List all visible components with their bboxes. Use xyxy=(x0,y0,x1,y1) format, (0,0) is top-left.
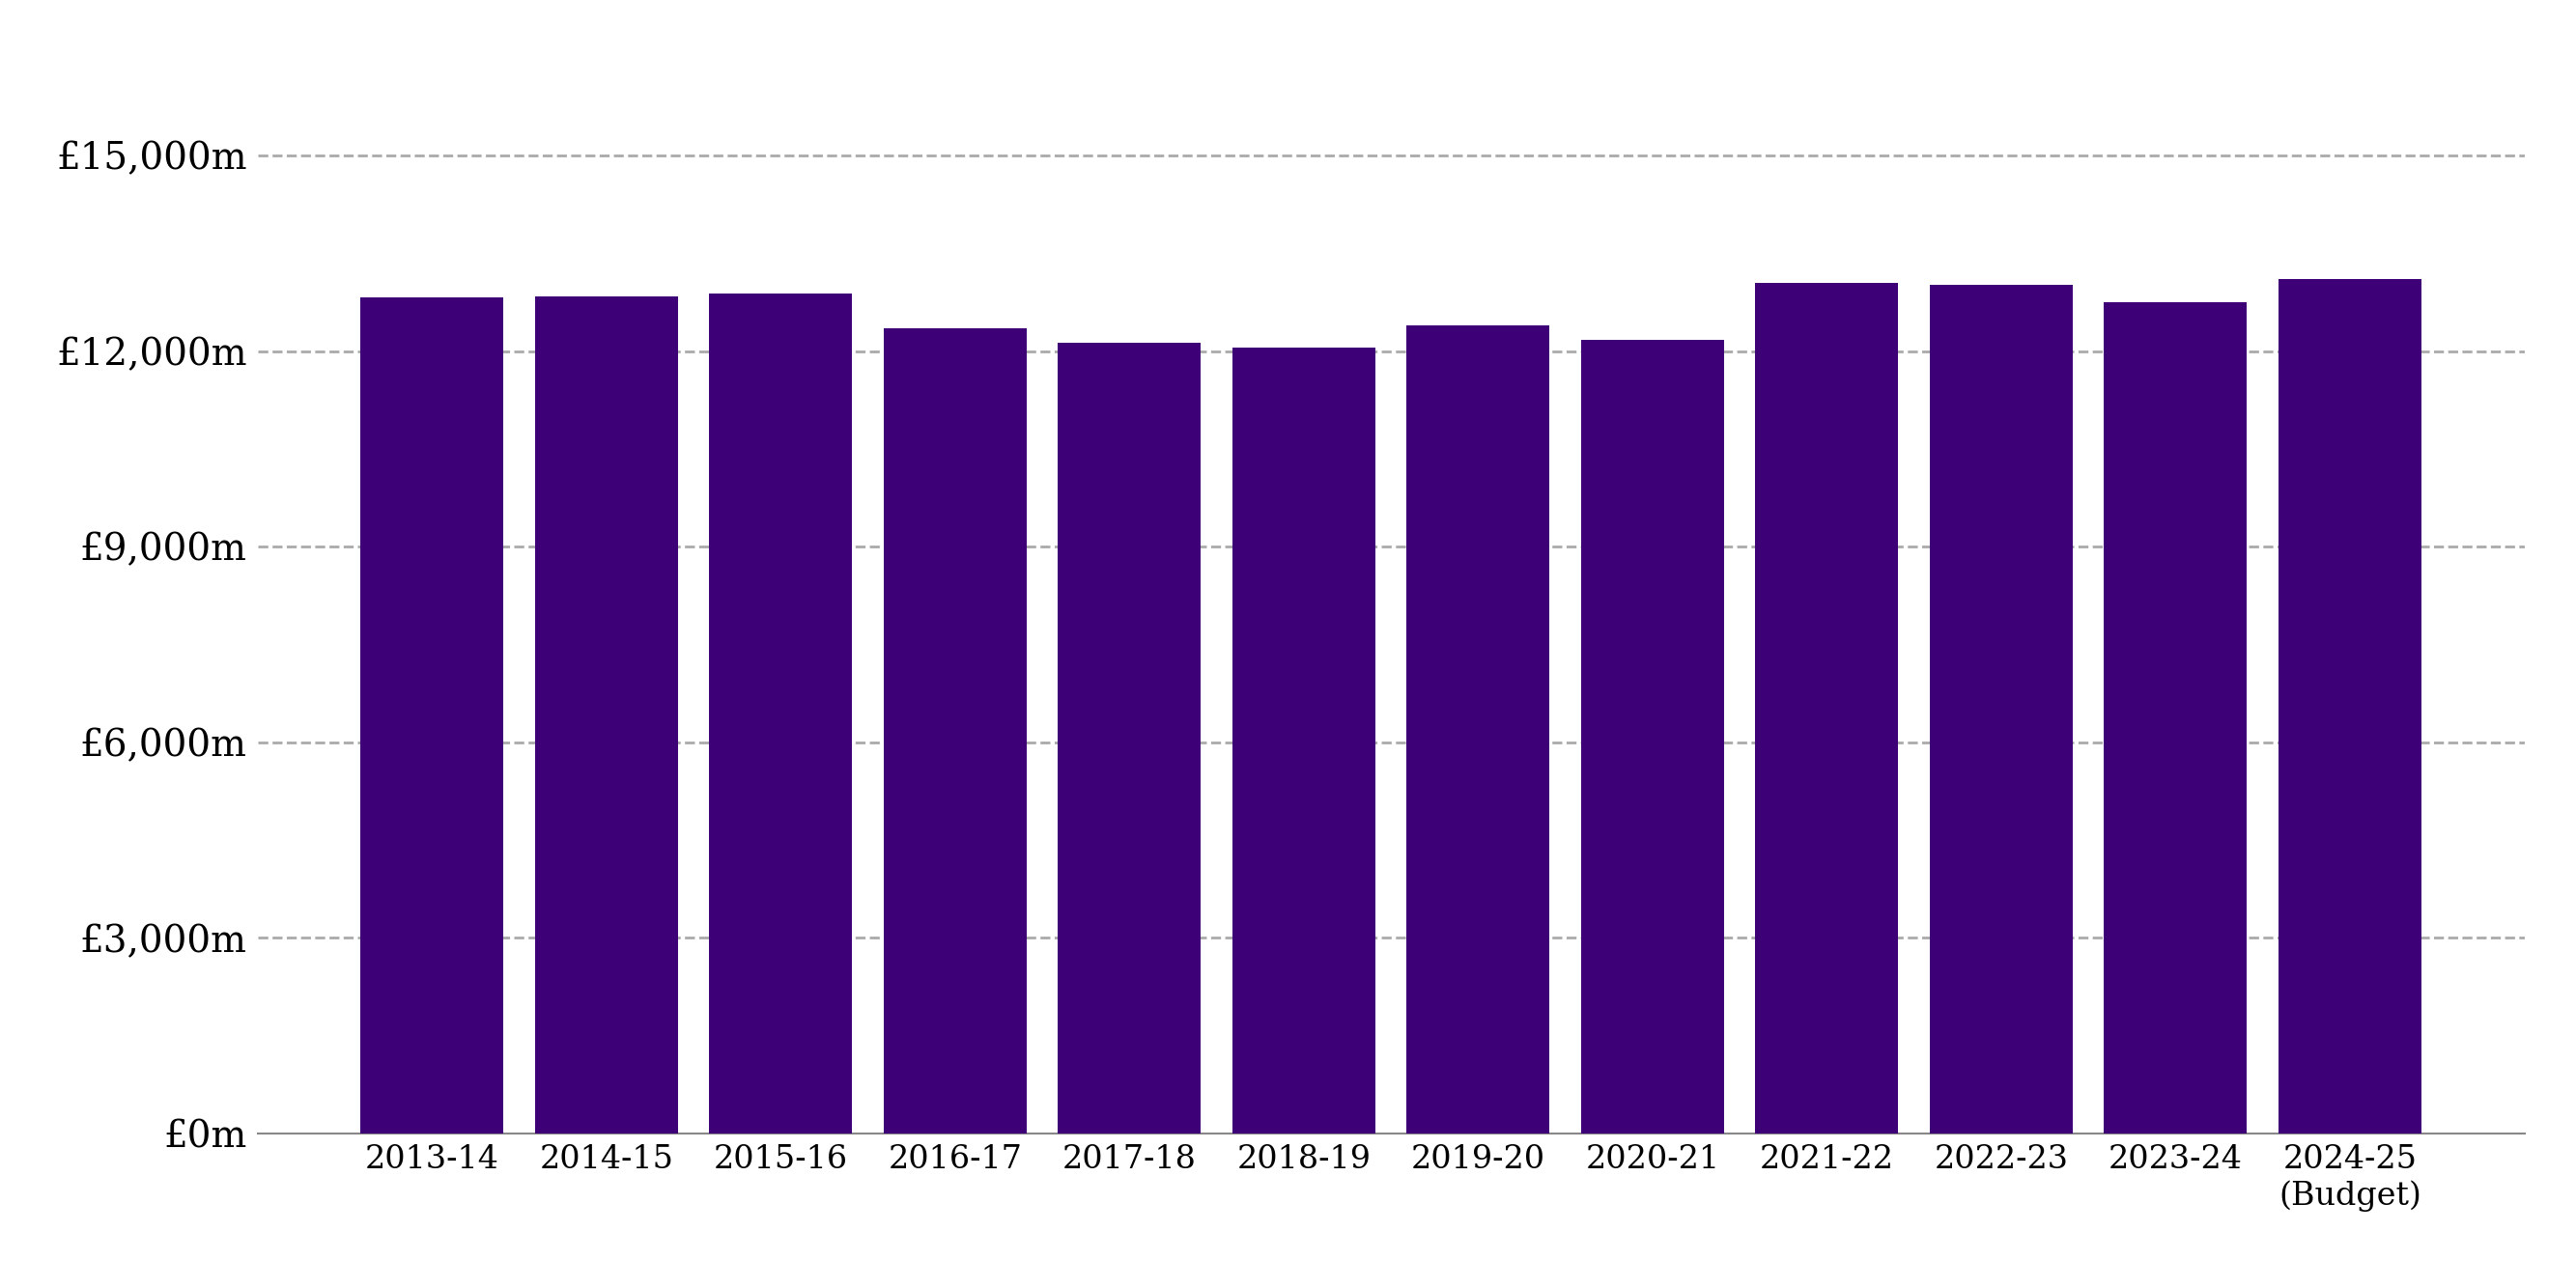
Bar xyxy=(1754,282,1899,1133)
Bar xyxy=(1231,348,1376,1133)
Bar xyxy=(1929,285,2074,1133)
Bar xyxy=(1582,340,1723,1133)
Bar xyxy=(708,294,853,1133)
Bar xyxy=(536,296,677,1133)
Bar xyxy=(1406,325,1551,1133)
Bar xyxy=(2105,303,2246,1133)
Bar xyxy=(2280,279,2421,1133)
Bar xyxy=(1059,343,1200,1133)
Bar xyxy=(361,298,502,1133)
Bar xyxy=(884,328,1028,1133)
